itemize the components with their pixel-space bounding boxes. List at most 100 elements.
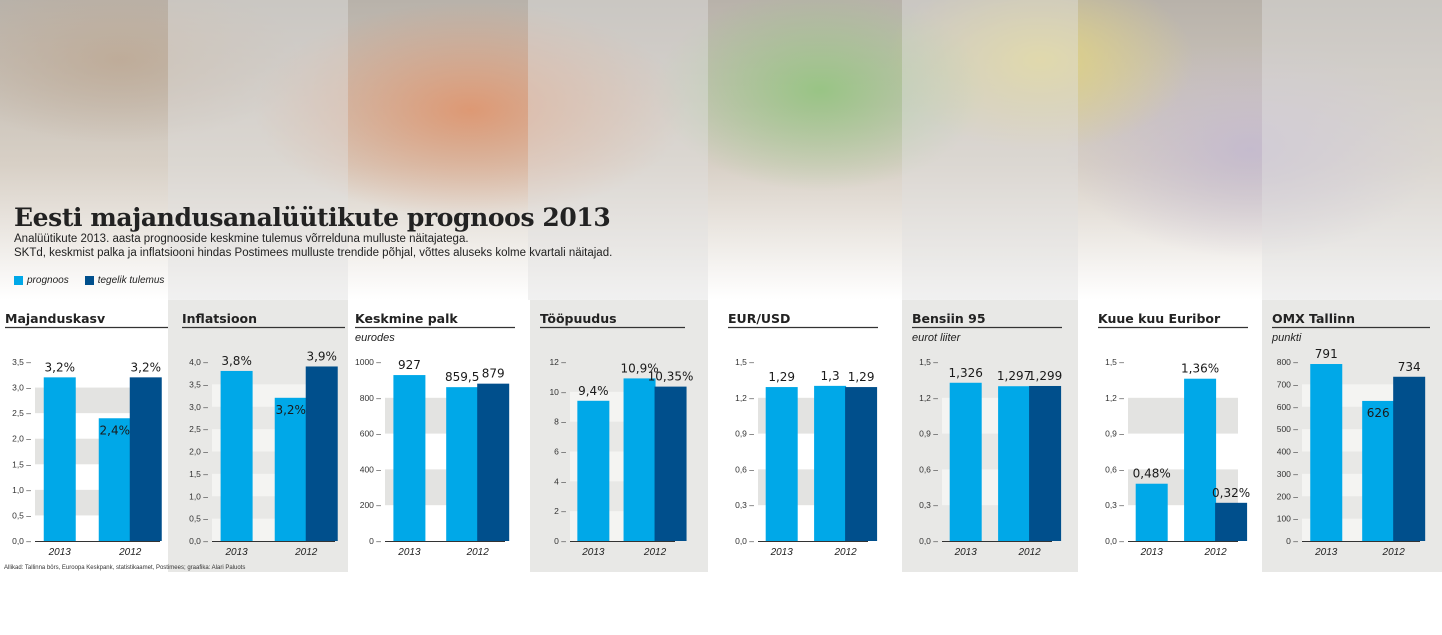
chart-4-x-tick-label: 2012 — [643, 547, 667, 558]
chart-3-x-tick-label: 2013 — [397, 547, 421, 558]
chart-5-y-tick-label: 0,6 – — [735, 464, 754, 474]
chart-8-bar-forecast-2012 — [1362, 400, 1395, 541]
chart-8-unit: punkti — [1271, 332, 1302, 344]
chart-6-bar-forecast-2013 — [949, 382, 982, 541]
chart-4-bar-actual-2012 — [654, 386, 687, 541]
chart-2-y-tick-label: 0,5 – — [189, 514, 208, 524]
chart-2-title: Inflatsioon — [182, 311, 257, 326]
chart-1-y-tick-label: 0,5 – — [12, 510, 31, 520]
chart-2-y-tick-label: 1,5 – — [189, 469, 208, 479]
chart-8-y-tick-label: 200 – — [1277, 491, 1299, 501]
chart-8-y-tick-label: 500 – — [1277, 424, 1299, 434]
chart-3-y-tick-label: 600 – — [360, 429, 382, 439]
chart-3-unit: eurodes — [355, 332, 395, 344]
chart-4-y-tick-label: 12 – — [549, 357, 566, 367]
chart-6-data-label: 1,326 — [949, 366, 983, 380]
chart-1-y-tick-label: 2,5 – — [12, 408, 31, 418]
chart-3-y-tick-label: 0 – — [369, 536, 381, 546]
chart-7-y-tick-label: 0,3 – — [1105, 500, 1124, 510]
chart-5-y-tick-label: 0,3 – — [735, 500, 754, 510]
chart-1-y-tick-label: 1,0 – — [12, 485, 31, 495]
chart-2-y-tick-label: 4,0 – — [189, 357, 208, 367]
background-panel — [168, 0, 348, 300]
chart-8-bar-forecast-2013 — [1310, 364, 1343, 541]
chart-3-y-tick-label: 200 – — [360, 500, 382, 510]
chart-2-data-label: 3,9% — [306, 349, 337, 363]
chart-3-y-tick-label: 1000 – — [355, 357, 381, 367]
banknotes-background — [0, 0, 1442, 300]
chart-2-y-tick-label: 2,5 – — [189, 424, 208, 434]
chart-4-y-tick-label: 8 – — [554, 417, 566, 427]
chart-1-y-tick-label: 1,5 – — [12, 459, 31, 469]
legend-label-forecast: prognoos — [27, 275, 69, 286]
chart-5-bar-forecast-2012 — [814, 385, 847, 541]
chart-8-y-tick-label: 700 – — [1277, 379, 1299, 389]
chart-7-data-label: 1,36% — [1181, 362, 1219, 376]
chart-4-y-tick-label: 2 – — [554, 506, 566, 516]
chart-4-data-label: 10,9% — [620, 361, 658, 375]
legend-item-forecast: prognoos — [14, 275, 69, 286]
chart-3-y-tick-label: 800 – — [360, 393, 382, 403]
chart-8-y-tick-label: 0 – — [1286, 536, 1298, 546]
chart-2-bar-forecast-2012 — [274, 397, 307, 541]
chart-7-bar-forecast-2013 — [1135, 483, 1168, 541]
chart-7-y-tick-label: 0,6 – — [1105, 464, 1124, 474]
chart-5-data-label: 1,29 — [768, 370, 795, 384]
chart-6-y-tick-label: 0,0 – — [919, 536, 938, 546]
chart-8-y-tick-label: 600 – — [1277, 402, 1299, 412]
chart-1-x-tick-label: 2013 — [48, 547, 72, 558]
chart-3-data-label: 879 — [482, 367, 505, 381]
chart-3-y-tick-label: 400 – — [360, 464, 382, 474]
chart-8-data-label: 734 — [1398, 360, 1421, 374]
chart-6-data-label: 1,297 — [997, 369, 1031, 383]
chart-2-y-tick-label: 3,5 – — [189, 379, 208, 389]
chart-5-y-tick-label: 0,9 – — [735, 429, 754, 439]
chart-5-data-label: 1,29 — [848, 370, 875, 384]
chart-8-data-label: 626 — [1367, 406, 1390, 420]
chart-6-bar-actual-2012 — [1029, 385, 1062, 541]
chart-8-title: OMX Tallinn — [1272, 311, 1355, 326]
background-panel — [528, 0, 708, 300]
chart-4-x-tick-label: 2013 — [581, 547, 605, 558]
chart-2-y-tick-label: 3,0 – — [189, 402, 208, 412]
chart-5-x-tick-label: 2013 — [770, 547, 794, 558]
chart-4-data-label: 9,4% — [578, 384, 609, 398]
chart-1-data-label: 2,4% — [100, 423, 131, 437]
chart-6-y-tick-label: 1,5 – — [919, 357, 938, 367]
chart-6-x-tick-label: 2012 — [1017, 547, 1041, 558]
chart-7-y-tick-label: 1,5 – — [1105, 357, 1124, 367]
chart-1-x-tick-label: 2012 — [118, 547, 142, 558]
chart-7-bar-actual-2012 — [1215, 502, 1248, 541]
chart-6-y-tick-label: 1,2 – — [919, 393, 938, 403]
chart-3-x-tick-label: 2012 — [466, 547, 490, 558]
chart-4-bar-forecast-2013 — [577, 400, 610, 541]
chart-8-data-label: 791 — [1315, 347, 1338, 361]
chart-1-data-label: 3,2% — [45, 360, 76, 374]
chart-5-y-tick-label: 0,0 – — [735, 536, 754, 546]
chart-7-data-label: 0,48% — [1133, 467, 1171, 481]
chart-1-y-tick-label: 0,0 – — [12, 536, 31, 546]
chart-5-y-tick-label: 1,2 – — [735, 393, 754, 403]
chart-6-x-tick-label: 2013 — [954, 547, 978, 558]
chart-1-bar-forecast-2013 — [43, 377, 76, 541]
legend-item-actual: tegelik tulemus — [84, 275, 165, 286]
chart-6-bar-forecast-2012 — [998, 386, 1031, 541]
chart-2-data-label: 3,2% — [275, 403, 306, 417]
chart-7-y-tick-label: 0,0 – — [1105, 536, 1124, 546]
chart-4-y-tick-label: 6 – — [554, 447, 566, 457]
chart-3-bar-forecast-2013 — [393, 375, 426, 541]
chart-3-data-label: 927 — [398, 358, 421, 372]
chart-7-x-tick-label: 2012 — [1203, 547, 1227, 558]
chart-8-y-tick-label: 300 – — [1277, 469, 1299, 479]
legend-swatch-actual — [84, 276, 94, 285]
chart-5-y-tick-label: 1,5 – — [735, 357, 754, 367]
chart-1-y-tick-label: 2,0 – — [12, 434, 31, 444]
legend-label-actual: tegelik tulemus — [97, 275, 165, 286]
chart-3-bar-actual-2012 — [477, 383, 510, 541]
chart-6-title: Bensiin 95 — [912, 311, 986, 326]
chart-7-x-tick-label: 2013 — [1140, 547, 1164, 558]
background-panel — [902, 0, 1078, 300]
chart-2-x-tick-label: 2012 — [294, 547, 318, 558]
chart-2-y-tick-label: 1,0 – — [189, 491, 208, 501]
